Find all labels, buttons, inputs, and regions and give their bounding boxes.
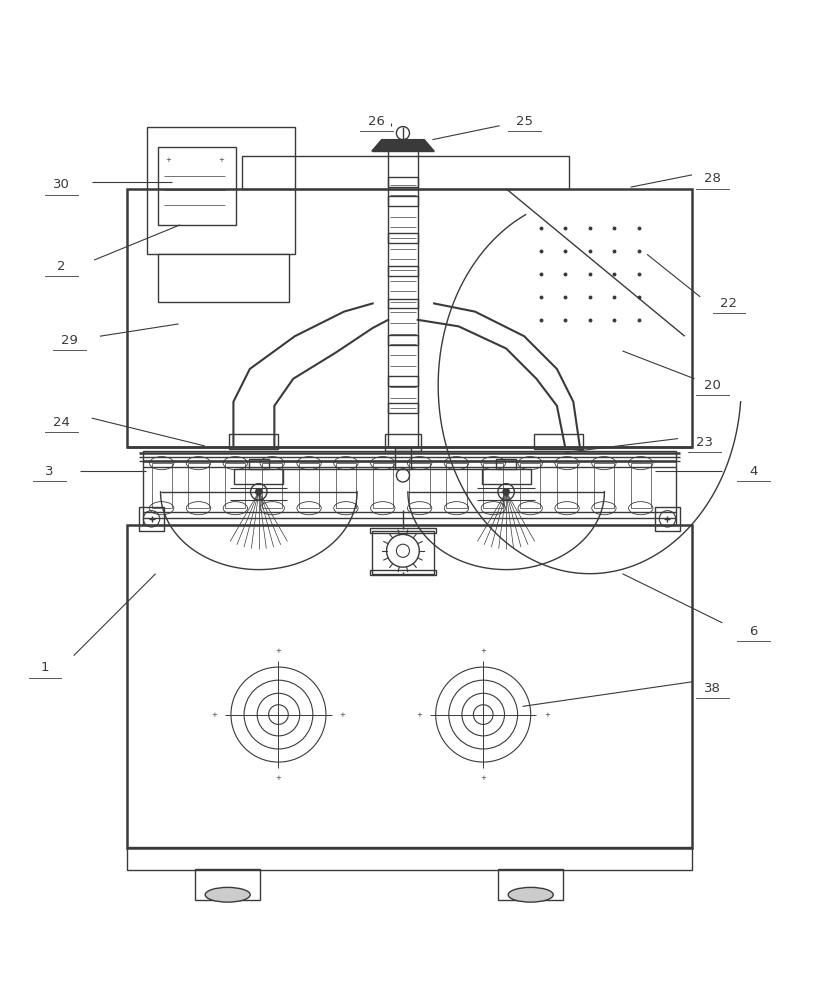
Bar — [534, 434, 583, 449]
Bar — [557, 463, 577, 508]
Text: +: + — [218, 157, 224, 163]
Text: 30: 30 — [53, 178, 70, 191]
Bar — [388, 233, 418, 243]
Text: 4: 4 — [749, 465, 758, 478]
Text: +: + — [544, 712, 550, 718]
Bar — [225, 463, 246, 508]
Bar — [195, 869, 260, 900]
Bar — [234, 469, 283, 484]
Text: 2: 2 — [57, 260, 66, 273]
Ellipse shape — [508, 887, 554, 902]
Text: 25: 25 — [516, 115, 532, 128]
Bar — [410, 463, 430, 508]
Bar — [299, 463, 319, 508]
Bar — [446, 463, 467, 508]
Bar — [158, 147, 236, 225]
Polygon shape — [372, 140, 434, 151]
Bar — [385, 434, 421, 451]
Text: 38: 38 — [704, 682, 721, 695]
Text: +: + — [165, 157, 171, 163]
Text: +: + — [275, 648, 282, 654]
Text: 20: 20 — [704, 379, 721, 392]
Text: 3: 3 — [45, 465, 53, 478]
Bar — [520, 463, 541, 508]
Bar — [388, 299, 418, 308]
Text: 26: 26 — [369, 115, 385, 128]
Bar — [229, 434, 278, 449]
Bar — [395, 448, 411, 469]
Bar — [139, 507, 164, 531]
Ellipse shape — [205, 887, 251, 902]
Bar — [388, 177, 418, 187]
Bar — [242, 156, 569, 189]
Bar — [631, 463, 651, 508]
Bar — [158, 254, 289, 302]
Bar — [655, 507, 680, 531]
Bar — [482, 469, 531, 484]
Text: +: + — [211, 712, 218, 718]
Bar — [373, 463, 393, 508]
Bar — [127, 189, 692, 447]
Text: +: + — [480, 775, 486, 781]
Bar — [483, 463, 504, 508]
Bar — [370, 570, 436, 575]
Bar — [188, 463, 209, 508]
Bar — [388, 335, 418, 345]
Circle shape — [503, 489, 509, 495]
Bar — [127, 525, 692, 848]
Text: +: + — [339, 712, 346, 718]
Bar — [370, 528, 436, 533]
Text: 23: 23 — [696, 436, 713, 449]
Bar — [262, 463, 283, 508]
Bar — [152, 463, 172, 508]
Bar — [336, 463, 356, 508]
Text: 6: 6 — [749, 625, 758, 638]
Text: 24: 24 — [53, 416, 70, 429]
Bar — [388, 196, 418, 206]
Text: +: + — [480, 648, 486, 654]
Circle shape — [256, 489, 262, 495]
Bar — [249, 459, 269, 469]
Bar — [388, 403, 418, 413]
Bar — [143, 451, 676, 525]
Text: +: + — [275, 775, 282, 781]
Text: +: + — [416, 712, 423, 718]
Bar — [388, 266, 418, 276]
Bar — [388, 376, 418, 386]
Bar — [127, 847, 692, 870]
Text: 1: 1 — [41, 661, 49, 674]
Bar — [496, 459, 516, 469]
Bar — [498, 869, 563, 900]
Bar — [147, 127, 295, 254]
Bar — [372, 531, 434, 574]
Text: 29: 29 — [61, 334, 78, 347]
Bar — [594, 463, 614, 508]
Text: 22: 22 — [721, 297, 737, 310]
Text: 28: 28 — [704, 172, 721, 185]
